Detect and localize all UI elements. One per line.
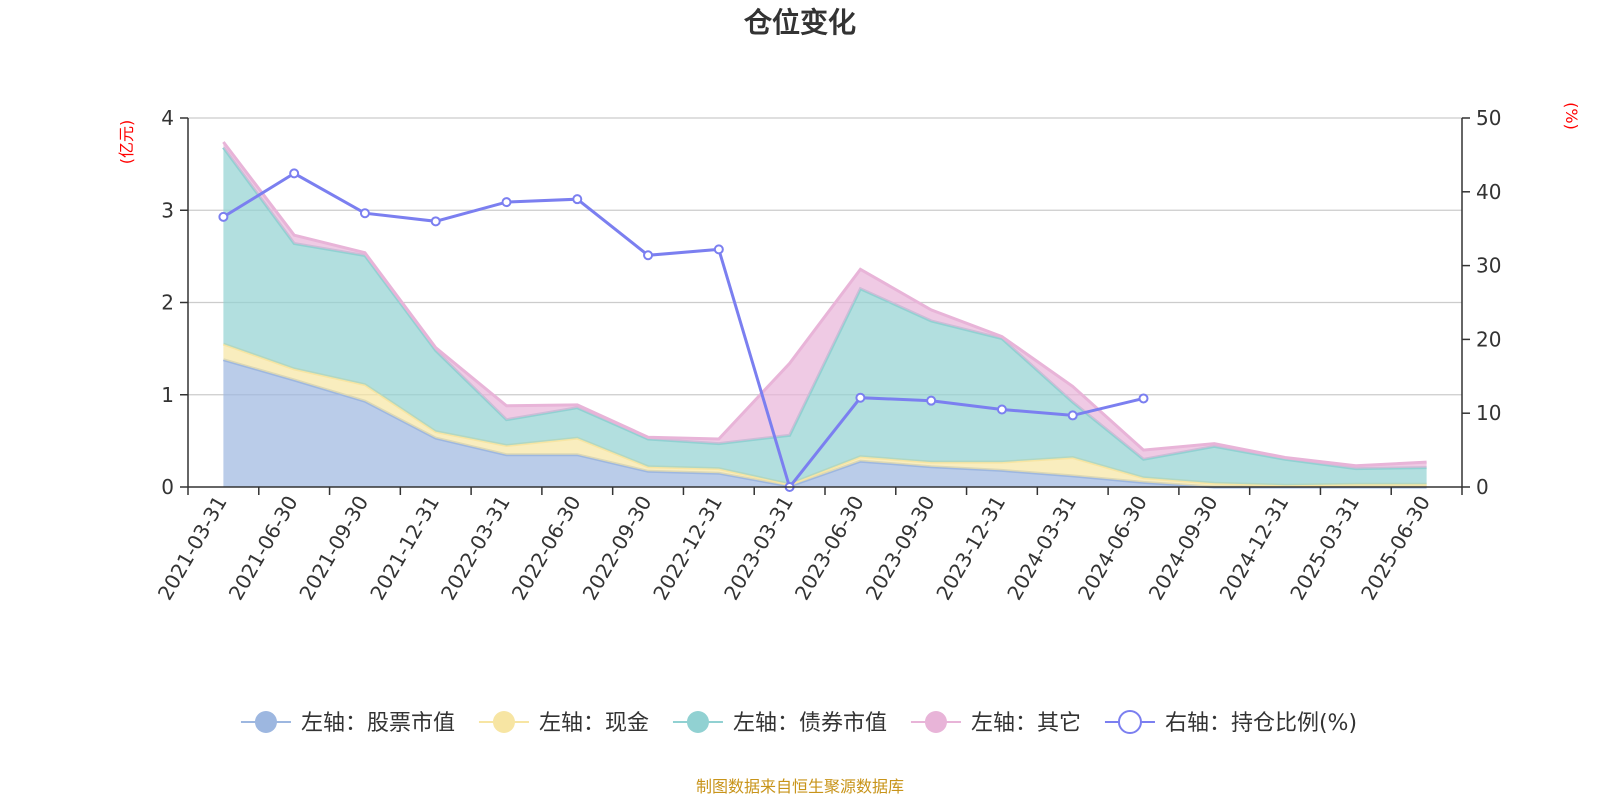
- line-series-layer: [218, 168, 1149, 492]
- chart-title: 仓位变化: [744, 6, 856, 39]
- x-tick-label: 2021-03-31: [153, 492, 232, 605]
- legend: 左轴：股票市值 左轴：现金 左轴：债券市值 左轴：其它 右轴：持仓比例(%): [240, 710, 1357, 736]
- x-tick-label: 2022-09-30: [578, 492, 657, 605]
- source-note: 制图数据来自恒生聚源数据库: [696, 777, 904, 796]
- area-edge-左轴：其它: [222, 141, 1427, 468]
- area-左轴：现金: [223, 344, 1427, 487]
- line-point: [501, 197, 512, 208]
- legend-item: 左轴：债券市值: [672, 711, 887, 736]
- line-point: [430, 216, 441, 227]
- legend-item: 左轴：其它: [910, 711, 1081, 736]
- left-axis-unit: (亿元): [117, 120, 136, 165]
- left-tick-label: 4: [161, 106, 174, 130]
- legend-item: 右轴：持仓比例(%): [1104, 710, 1357, 736]
- x-tick-label: 2022-06-30: [507, 492, 586, 605]
- right-tick-label: 10: [1476, 401, 1501, 425]
- x-tick-label: 2022-03-31: [436, 492, 515, 605]
- left-tick-label: 0: [161, 475, 174, 499]
- x-tick-label: 2024-12-31: [1215, 492, 1294, 605]
- x-tick-label: 2022-12-31: [648, 492, 727, 605]
- legend-marker: [686, 711, 709, 733]
- right-tick-label: 50: [1476, 106, 1501, 130]
- line-point: [996, 404, 1007, 415]
- right-tick-label: 20: [1476, 327, 1501, 351]
- line-point: [643, 250, 654, 261]
- left-tick-label: 3: [161, 198, 174, 222]
- right-tick-label: 0: [1476, 475, 1489, 499]
- line-point: [926, 395, 937, 406]
- line-point: [855, 392, 866, 403]
- line-point: [218, 211, 229, 222]
- line-point: [572, 194, 583, 205]
- line-point: [359, 208, 370, 219]
- legend-marker: [254, 711, 277, 733]
- legend-marker: [492, 711, 515, 733]
- legend-marker: [1117, 710, 1142, 734]
- line-point: [713, 244, 724, 255]
- legend-item: 左轴：股票市值: [240, 711, 455, 736]
- legend-label: 右轴：持仓比例(%): [1165, 711, 1357, 736]
- x-tick-label: 2021-09-30: [294, 492, 373, 605]
- legend-label: 左轴：股票市值: [301, 711, 455, 736]
- line-右轴：持仓比例(%): [222, 171, 1144, 491]
- right-tick-label: 40: [1476, 180, 1501, 204]
- x-tick-label: 2025-06-30: [1356, 492, 1435, 605]
- x-tick-label: 2024-03-31: [1002, 492, 1081, 605]
- right-axis-unit: (%): [1562, 102, 1581, 130]
- right-tick-label: 30: [1476, 254, 1501, 278]
- left-tick-label: 1: [161, 383, 174, 407]
- x-tick-label: 2023-09-30: [861, 492, 940, 605]
- legend-item: 左轴：现金: [478, 711, 649, 736]
- area-series-layer: [222, 141, 1427, 489]
- line-point: [1138, 393, 1149, 404]
- line-point: [1067, 410, 1078, 421]
- legend-label: 左轴：现金: [539, 711, 649, 736]
- legend-marker: [924, 711, 947, 733]
- left-tick-label: 2: [161, 291, 174, 315]
- x-tick-label: 2021-06-30: [224, 492, 303, 605]
- legend-label: 左轴：其它: [971, 711, 1081, 736]
- x-tick-label: 2021-12-31: [365, 492, 444, 605]
- line-point: [289, 168, 300, 179]
- x-tick-label: 2023-12-31: [931, 492, 1010, 605]
- legend-label: 左轴：债券市值: [733, 711, 887, 736]
- area-左轴：债券市值: [223, 147, 1427, 486]
- x-tick-label: 2023-03-31: [719, 492, 798, 605]
- x-tick-label: 2023-06-30: [790, 492, 869, 605]
- x-tick-label: 2024-09-30: [1144, 492, 1223, 605]
- x-tick-label: 2025-03-31: [1285, 492, 1364, 605]
- x-tick-label: 2024-06-30: [1073, 492, 1152, 605]
